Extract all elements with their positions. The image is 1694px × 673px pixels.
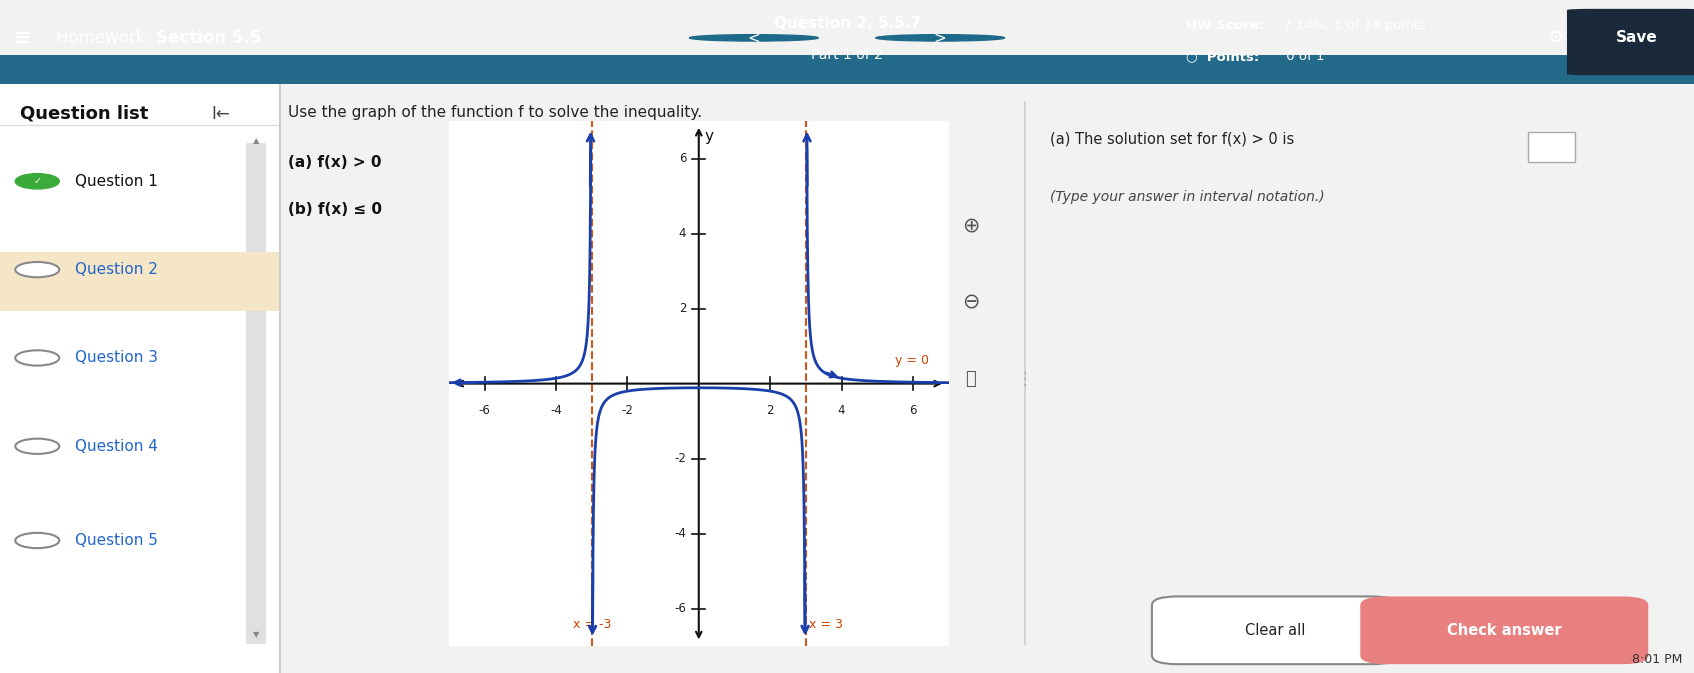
Text: Part 1 of 2: Part 1 of 2	[811, 48, 883, 62]
Text: x = 3: x = 3	[810, 618, 844, 631]
Text: (a) The solution set for f(x) > 0 is: (a) The solution set for f(x) > 0 is	[1050, 131, 1294, 146]
FancyBboxPatch shape	[0, 84, 280, 673]
Text: -6: -6	[479, 404, 491, 417]
Text: Question 2: Question 2	[75, 262, 158, 277]
Text: Check answer: Check answer	[1447, 623, 1562, 638]
Circle shape	[15, 174, 59, 189]
Text: 7.14%, 1 of 14 points: 7.14%, 1 of 14 points	[1279, 19, 1426, 32]
Text: I←: I←	[212, 105, 230, 122]
FancyBboxPatch shape	[0, 252, 280, 311]
Text: ⊖: ⊖	[962, 292, 979, 312]
Text: 6: 6	[679, 152, 686, 165]
Text: -2: -2	[622, 404, 634, 417]
Text: (a) f(x) > 0: (a) f(x) > 0	[288, 155, 381, 170]
Text: 8:01 PM: 8:01 PM	[1631, 653, 1682, 666]
Text: ⊕: ⊕	[962, 215, 979, 236]
Text: 6: 6	[910, 404, 916, 417]
Text: HW Score:: HW Score:	[1186, 19, 1264, 32]
Text: Question list: Question list	[20, 105, 149, 122]
Text: >: >	[933, 30, 947, 45]
Text: -2: -2	[674, 452, 686, 465]
Text: 4: 4	[839, 404, 845, 417]
Circle shape	[15, 350, 59, 365]
Text: -4: -4	[551, 404, 562, 417]
FancyBboxPatch shape	[0, 55, 1694, 84]
FancyBboxPatch shape	[1567, 9, 1694, 75]
Text: ▼: ▼	[252, 630, 259, 639]
Text: Section 5.5: Section 5.5	[156, 29, 261, 47]
FancyBboxPatch shape	[1528, 133, 1575, 162]
Text: ⋮: ⋮	[1016, 369, 1033, 388]
Text: Homework:: Homework:	[56, 29, 161, 47]
Text: ≡: ≡	[14, 28, 30, 48]
Text: 0 of 1: 0 of 1	[1282, 50, 1325, 63]
Text: ⚙: ⚙	[1547, 29, 1564, 47]
Circle shape	[689, 35, 818, 41]
Text: -4: -4	[674, 527, 686, 540]
Circle shape	[876, 35, 1005, 41]
Text: Save: Save	[1616, 30, 1657, 45]
Text: Use the graph of the function f to solve the inequality.: Use the graph of the function f to solve…	[288, 105, 701, 120]
Text: Question 2, 5.5.7: Question 2, 5.5.7	[774, 16, 920, 31]
Text: y = 0: y = 0	[894, 354, 928, 367]
Text: ✓: ✓	[34, 176, 41, 186]
Text: -6: -6	[674, 602, 686, 615]
Text: ⧉: ⧉	[966, 369, 976, 388]
Circle shape	[15, 533, 59, 548]
Text: (Type your answer in interval notation.): (Type your answer in interval notation.)	[1050, 190, 1325, 204]
Text: 2: 2	[679, 302, 686, 315]
Circle shape	[15, 262, 59, 277]
Text: ○  Points:: ○ Points:	[1186, 50, 1259, 63]
Text: Question 1: Question 1	[75, 174, 158, 189]
FancyBboxPatch shape	[1152, 596, 1398, 664]
Text: 4: 4	[679, 227, 686, 240]
Text: y: y	[705, 129, 713, 143]
Text: ▲: ▲	[252, 135, 259, 145]
FancyBboxPatch shape	[1360, 596, 1648, 664]
Text: <: <	[747, 30, 761, 45]
Text: 2: 2	[766, 404, 774, 417]
Text: (b) f(x) ≤ 0: (b) f(x) ≤ 0	[288, 202, 381, 217]
FancyBboxPatch shape	[246, 143, 266, 643]
Text: Question 3: Question 3	[75, 351, 158, 365]
Text: Question 5: Question 5	[75, 533, 158, 548]
Text: x = -3: x = -3	[573, 618, 612, 631]
Circle shape	[15, 439, 59, 454]
Text: Clear all: Clear all	[1245, 623, 1304, 638]
Text: Question 4: Question 4	[75, 439, 158, 454]
